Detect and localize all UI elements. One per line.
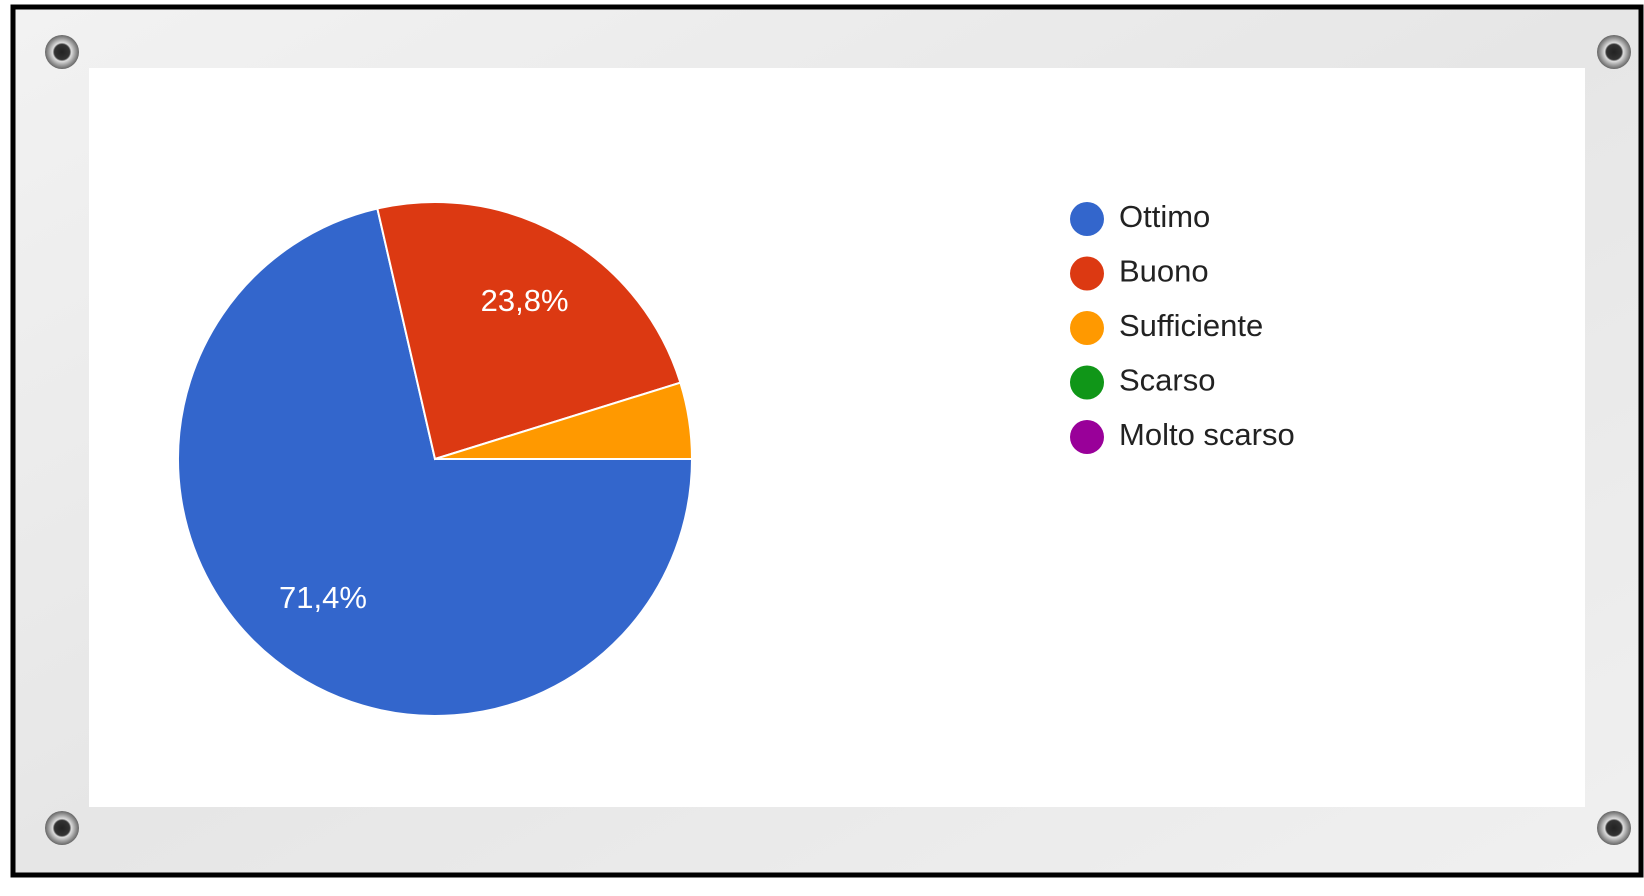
legend-label: Buono — [1119, 254, 1209, 289]
legend: Ottimo Buono Sufficiente Scarso Molto scarso — [1070, 199, 1295, 454]
legend-label: Sufficiente — [1119, 308, 1263, 343]
legend-marker — [1070, 365, 1104, 400]
pie: 71,4% 23,8% — [177, 201, 694, 717]
legend-marker — [1070, 311, 1104, 345]
legend-label: Scarso — [1119, 363, 1215, 398]
legend-marker — [1070, 256, 1104, 291]
data-label: 71,4% — [279, 580, 367, 615]
rivet — [45, 35, 79, 69]
legend-label: Ottimo — [1119, 199, 1210, 234]
rivet — [1597, 35, 1631, 69]
pie-slice — [376, 201, 682, 461]
legend-marker — [1070, 202, 1104, 236]
rivet — [45, 811, 79, 845]
rivet — [1597, 811, 1631, 845]
legend-label: Molto scarso — [1119, 417, 1295, 452]
legend-marker — [1070, 420, 1104, 454]
data-label: 23,8% — [481, 283, 569, 318]
pie-slice — [177, 207, 694, 717]
